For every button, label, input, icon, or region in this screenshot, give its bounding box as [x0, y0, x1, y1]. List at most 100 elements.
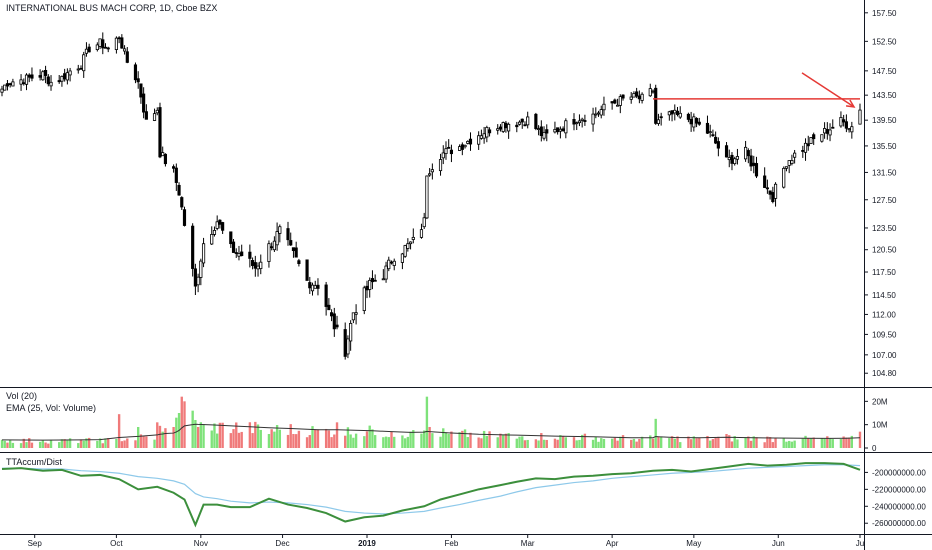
candle-body — [389, 261, 394, 264]
candle-body — [825, 129, 829, 134]
candle-body — [561, 128, 565, 131]
volume-bar — [545, 439, 548, 448]
candle-body — [820, 134, 824, 142]
volume-bar — [270, 429, 273, 448]
volume-bar — [344, 435, 347, 448]
arrow-shaft — [801, 72, 855, 108]
volume-bar — [763, 442, 766, 448]
candle-body — [801, 150, 805, 152]
volume-bar — [499, 433, 502, 448]
volume-bar — [354, 433, 358, 448]
volume-bar — [406, 436, 410, 448]
candle-body — [362, 287, 366, 311]
volume-bar — [466, 437, 469, 448]
candle-body — [177, 184, 181, 196]
volume-bar — [744, 437, 747, 448]
price-tick-label: 112.00 — [872, 310, 896, 319]
volume-bar — [428, 427, 431, 448]
candle-body — [332, 313, 336, 330]
candle-body — [714, 136, 718, 144]
candle-body — [221, 222, 225, 231]
candle-body — [667, 111, 671, 116]
volume-bar — [221, 422, 224, 448]
volume-bar — [828, 438, 832, 448]
volume-bar — [256, 424, 260, 448]
candle-body — [272, 240, 276, 251]
candle-body — [27, 74, 31, 78]
volume-bar — [695, 438, 698, 448]
candle-body — [428, 173, 432, 176]
candle-body — [294, 247, 298, 258]
candle-body — [482, 133, 486, 139]
candle-body — [517, 121, 522, 125]
volume-bar — [11, 442, 15, 448]
candle-body — [38, 75, 42, 78]
candle-body — [106, 47, 110, 50]
volume-bar — [117, 414, 121, 448]
candle-body — [575, 122, 579, 125]
candle-body — [381, 278, 385, 281]
candle-body — [5, 83, 10, 87]
price-tick-label: 117.50 — [872, 268, 896, 277]
accum-tick-label: -200000000.00 — [872, 468, 926, 477]
volume-bar — [771, 442, 775, 448]
volume-bar — [477, 437, 480, 448]
candle-body — [615, 104, 620, 107]
volume-bar — [28, 438, 31, 448]
candle-body — [430, 169, 434, 173]
volume-bar — [594, 436, 597, 448]
candle-body — [196, 276, 200, 286]
candle-body — [215, 221, 219, 229]
candle-body — [812, 134, 816, 140]
volume-bar — [597, 441, 600, 448]
candle-body — [463, 144, 467, 148]
volume-bar — [104, 438, 107, 448]
candle-body — [773, 183, 778, 199]
candle-body — [806, 143, 810, 147]
time-tick-label: May — [686, 539, 701, 548]
candle-body — [152, 113, 157, 121]
candle-body — [136, 78, 140, 83]
candle-body — [558, 128, 562, 132]
candle-body — [504, 122, 508, 129]
volume-bar — [714, 437, 717, 448]
candle-body — [278, 226, 282, 234]
volume-bar — [747, 436, 750, 448]
candle-body — [477, 135, 481, 145]
candle-body — [556, 127, 560, 133]
candle-body — [400, 253, 404, 263]
volume-bar — [6, 442, 9, 448]
volume-bar — [137, 427, 140, 448]
volume-bar — [480, 438, 483, 448]
candle-body — [594, 113, 598, 116]
volume-bar — [444, 432, 448, 448]
price-tick-label: 107.00 — [872, 351, 897, 360]
time-tick-label: 2019 — [358, 539, 376, 548]
candle-body — [708, 131, 712, 134]
time-axis: Sep Oct Nov Dec 2019 Feb Mar Apr May Jun Ju — [28, 534, 864, 548]
interval-label: 1D — [159, 3, 171, 13]
volume-bar — [709, 440, 712, 448]
volume-bar — [657, 436, 660, 448]
candle-body — [324, 284, 328, 307]
candle-body — [678, 112, 682, 118]
candle-body — [229, 231, 233, 245]
price-tick-label: 152.50 — [872, 37, 897, 46]
candle-body — [441, 152, 445, 159]
candle-body — [422, 217, 426, 228]
volume-bar — [66, 440, 69, 448]
volume-bar — [542, 439, 546, 448]
candle-body — [632, 93, 636, 98]
candle-body — [346, 338, 350, 355]
volume-bar — [8, 440, 12, 448]
volume-bar — [235, 422, 238, 448]
candle-body — [57, 80, 61, 83]
volume-bar — [82, 440, 85, 448]
candle-body — [240, 251, 244, 256]
volume-bar — [613, 437, 617, 448]
volume-bar — [831, 439, 834, 448]
volume-bar — [401, 435, 404, 448]
candle-body — [11, 81, 15, 87]
volume-bar — [101, 443, 104, 448]
